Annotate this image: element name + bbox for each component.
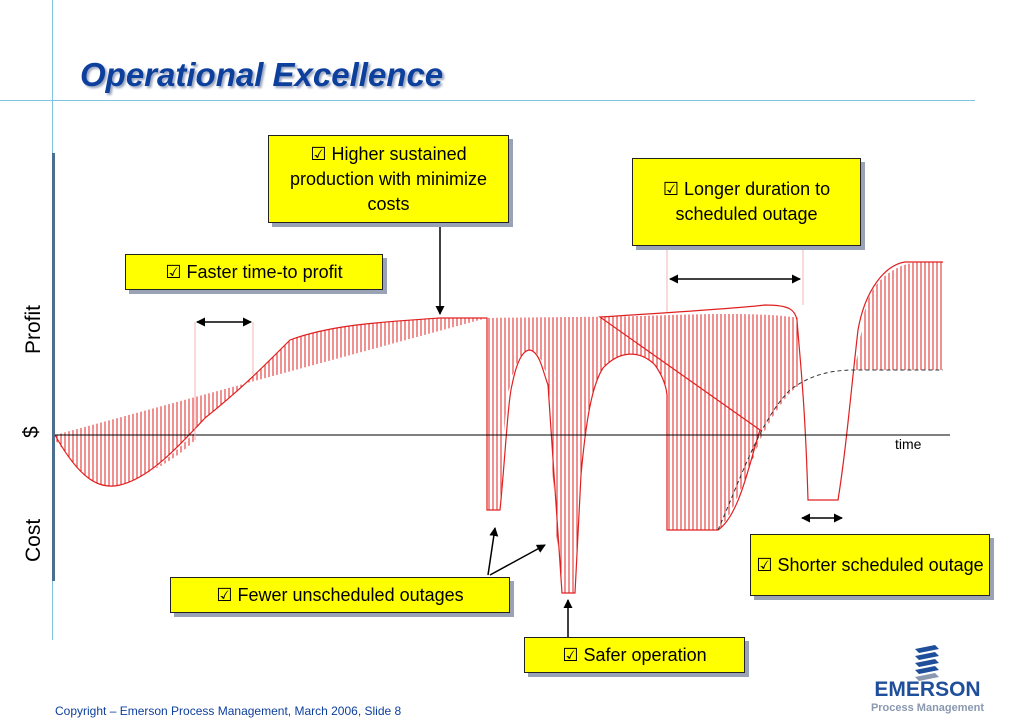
callout-shorter-text: Shorter scheduled outage [777,554,984,575]
y-axis-bar [52,153,55,581]
emerson-emblem-icon [915,645,939,681]
baseline-dashed-curve [717,369,943,531]
callout-fewer-text: Fewer unscheduled outages [237,584,464,605]
logo-wordmark: EMERSON [874,678,981,701]
checkbox-icon: ☑ [165,261,182,282]
operational-curve [54,261,943,594]
logo-subtitle: Process Management [870,702,985,714]
checkbox-icon: ☑ [662,179,680,199]
fewer-pointer-arrow-1 [487,527,499,576]
callout-safer-operation: ☑ Safer operation [524,637,745,673]
checkbox-icon: ☑ [562,644,579,665]
checkbox-icon: ☑ [310,143,327,164]
callout-safer-text: Safer operation [583,644,707,665]
frame-horizontal-line [0,100,975,101]
callout-shorter-outage: ☑ Shorter scheduled outage [750,534,990,596]
callout-higher-text: Higher sustained production with minimiz… [289,143,488,214]
hatched-performance-region [55,314,800,593]
callout-longer-text: Longer duration to scheduled outage [675,179,831,224]
fewer-pointer-arrow-2 [489,544,546,576]
checkbox-icon: ☑ [756,554,773,575]
callout-faster-profit: ☑ Faster time-to profit [125,254,383,290]
callout-faster-text: Faster time-to profit [186,261,343,282]
footer-copyright: Copyright – Emerson Process Management, … [55,704,402,718]
callout-longer-duration: ☑ Longer duration to scheduled outage [632,158,861,246]
checkbox-icon: ☑ [216,584,233,605]
callout-fewer-outages: ☑ Fewer unscheduled outages [170,577,510,613]
slide-title: Operational Excellence [80,56,444,93]
hatched-recovery-region [855,262,943,370]
axis-label-time: time [895,436,922,452]
hatched-lower-region [55,432,195,487]
emerson-logo: EMERSON Process Management [855,645,1000,717]
callout-higher-production: ☑ Higher sustained production with minimi… [268,135,509,223]
